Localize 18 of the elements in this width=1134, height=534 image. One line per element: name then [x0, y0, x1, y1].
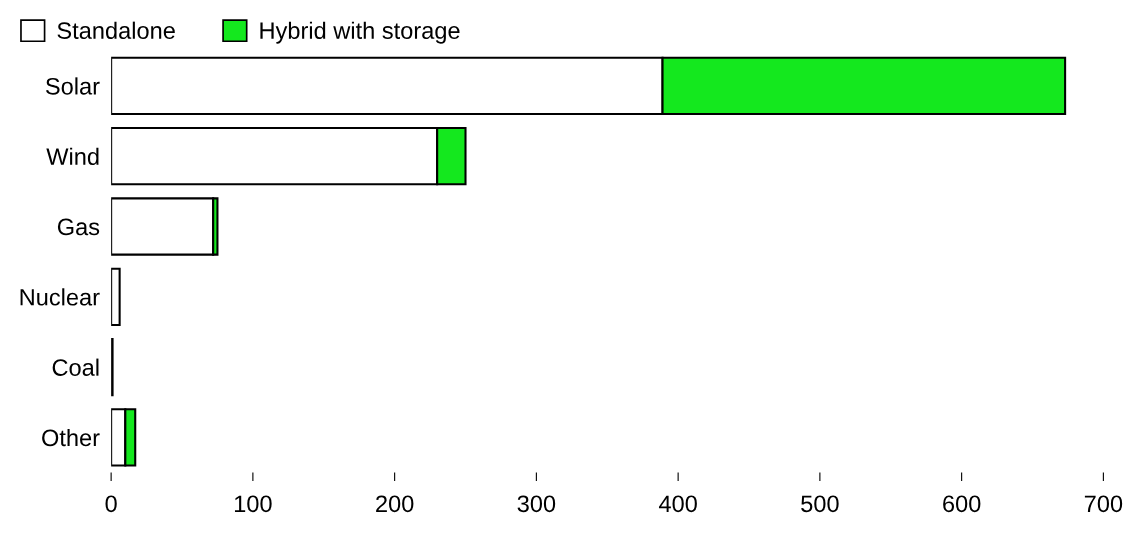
y-tick-label: Other — [42, 428, 100, 447]
x-tick-label: 500 — [801, 495, 839, 513]
bar — [111, 267, 121, 326]
x-tick-label: 400 — [658, 495, 697, 513]
x-tick-label: 600 — [943, 495, 981, 513]
y-tick-label: Nuclear — [20, 288, 100, 306]
y-tick-label: Gas — [57, 218, 100, 236]
bar — [111, 197, 215, 256]
y-tick-label: Solar — [45, 77, 100, 95]
legend-label: Standalone — [57, 21, 175, 39]
x-tick-label: 200 — [376, 495, 414, 513]
x-tick-label: 0 — [105, 495, 117, 513]
legend-label: Hybrid with storage — [260, 21, 460, 44]
y-tick-label: Wind — [46, 147, 99, 165]
x-tick-label: 700 — [1084, 495, 1123, 513]
y-tick-label: Coal — [52, 358, 99, 376]
x-tick-label: 300 — [517, 495, 556, 513]
x-tick-label: 100 — [234, 495, 272, 513]
